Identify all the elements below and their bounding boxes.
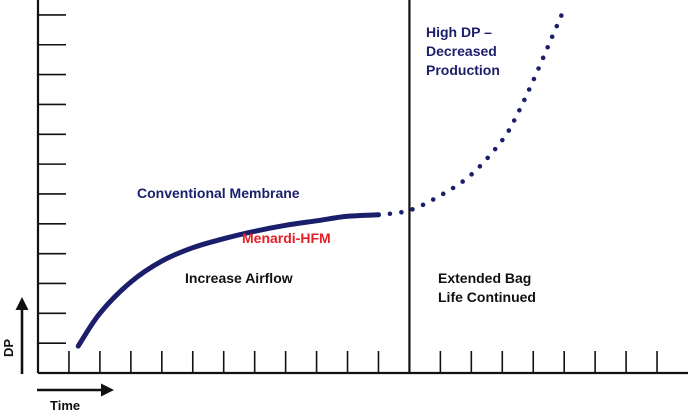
conventional-membrane-series-line <box>75 212 381 349</box>
axis-arrows-group <box>15 297 114 397</box>
series-group <box>75 6 567 349</box>
annotation-highdp-line: High DP – <box>426 24 492 40</box>
y-axis-label: DP <box>1 339 16 357</box>
y-axis-arrowhead <box>15 297 29 310</box>
annotation-increase: Increase Airflow <box>185 270 293 286</box>
y-axis-group <box>36 0 66 373</box>
annotation-group: Conventional Membrane Menardi-HFM Increase… <box>137 24 536 305</box>
x-axis-group <box>38 351 688 375</box>
annotation-extended-line: Extended Bag <box>438 270 531 286</box>
menardi-hfm-series-line <box>376 6 567 218</box>
x-axis-arrowhead <box>101 383 114 397</box>
annotation-highdp-line: Decreased <box>426 43 497 59</box>
annotation-highdp-line: Production <box>426 62 500 78</box>
annotation-extended-line: Life Continued <box>438 289 536 305</box>
x-axis-label: Time <box>50 398 80 413</box>
annotation-menardi: Menardi-HFM <box>242 230 331 246</box>
annotation-conventional: Conventional Membrane <box>137 185 300 201</box>
